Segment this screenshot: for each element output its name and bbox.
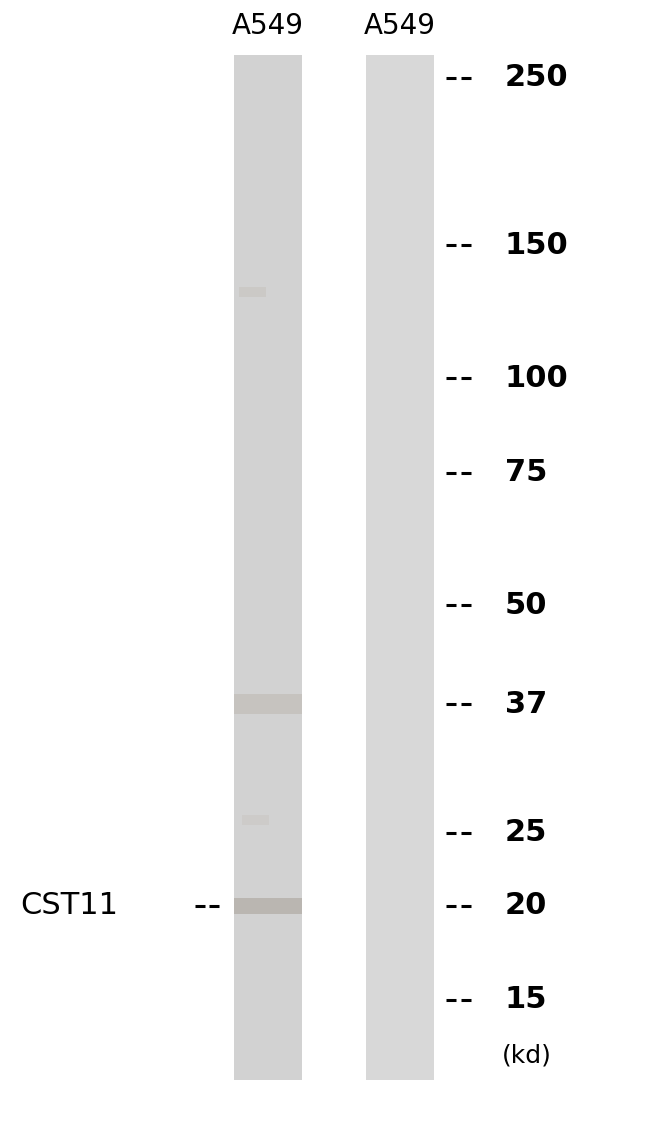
- Bar: [234, 55, 302, 1080]
- Text: CST11: CST11: [20, 891, 118, 920]
- Text: A549: A549: [232, 12, 304, 40]
- Text: 150: 150: [505, 231, 569, 260]
- Text: 37: 37: [505, 690, 547, 719]
- Text: 20: 20: [505, 891, 547, 920]
- Text: (kd): (kd): [502, 1043, 552, 1067]
- Text: 25: 25: [505, 819, 547, 847]
- Text: 50: 50: [505, 590, 547, 620]
- Text: 100: 100: [505, 364, 569, 393]
- Text: 250: 250: [505, 63, 569, 93]
- Bar: [234, 694, 302, 715]
- Text: A549: A549: [364, 12, 436, 40]
- Text: 15: 15: [505, 986, 547, 1015]
- Bar: [366, 55, 434, 1080]
- Bar: [242, 815, 269, 825]
- Text: 75: 75: [505, 458, 547, 487]
- Bar: [239, 287, 266, 297]
- Bar: [234, 898, 302, 913]
